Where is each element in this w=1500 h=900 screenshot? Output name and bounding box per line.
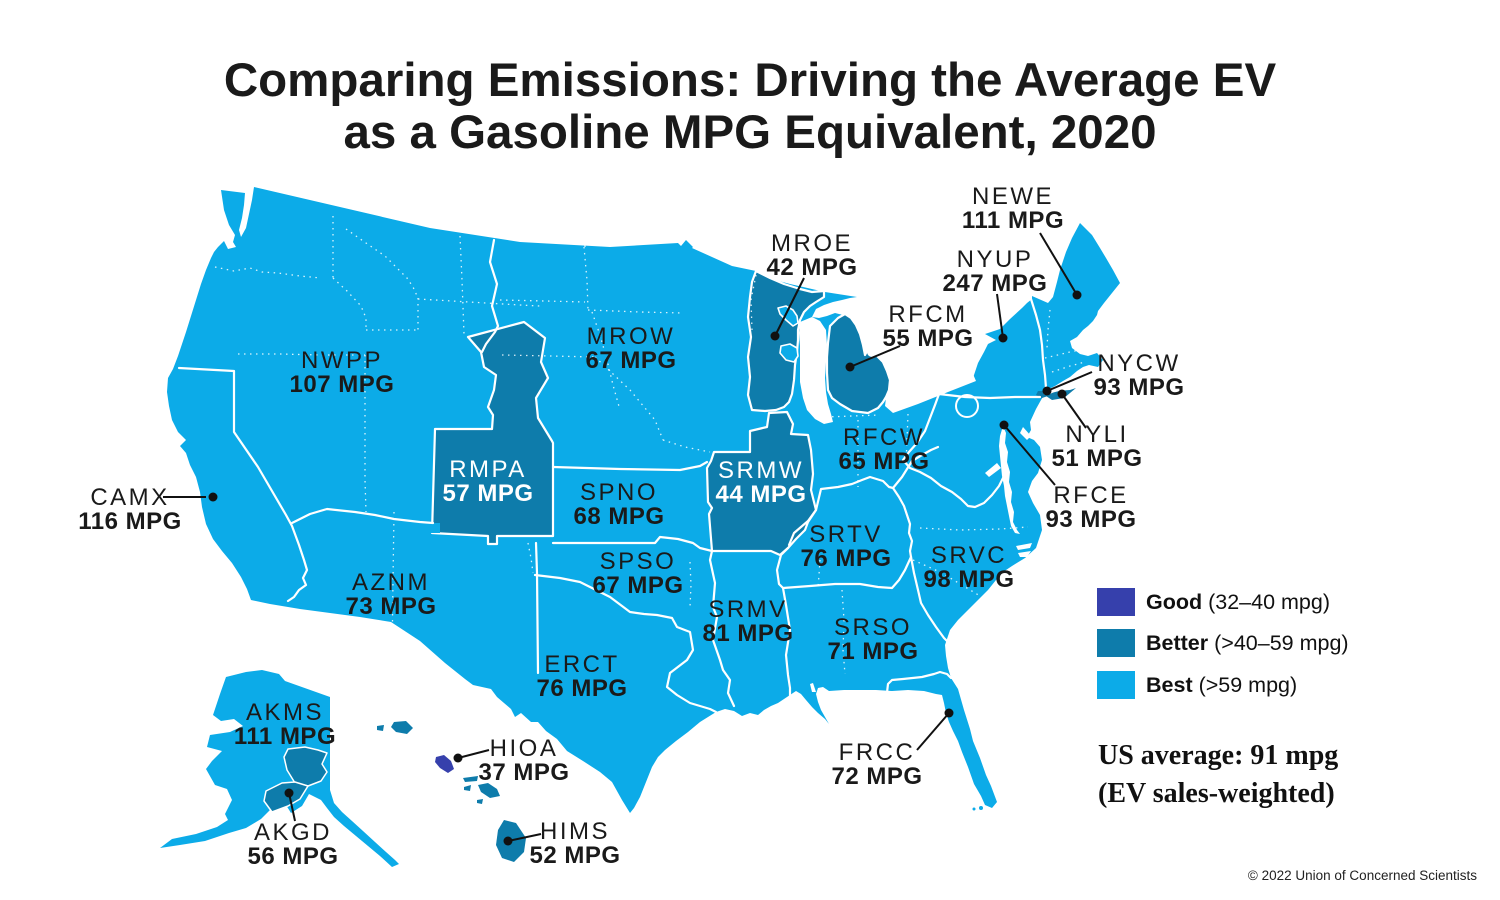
svg-text:111 MPG: 111 MPG [234,723,336,750]
svg-text:65 MPG: 65 MPG [838,448,929,475]
svg-text:SPSO: SPSO [600,548,677,575]
svg-text:51 MPG: 51 MPG [1051,445,1142,472]
svg-text:SRMW: SRMW [718,457,804,484]
svg-text:MROE: MROE [771,230,853,257]
svg-text:93 MPG: 93 MPG [1093,374,1184,401]
svg-text:98 MPG: 98 MPG [923,566,1014,593]
svg-text:72 MPG: 72 MPG [831,763,922,790]
svg-text:247 MPG: 247 MPG [943,270,1048,297]
svg-text:76 MPG: 76 MPG [800,545,891,572]
svg-text:HIMS: HIMS [540,818,610,845]
svg-text:67 MPG: 67 MPG [592,572,683,599]
svg-text:NYCW: NYCW [1097,350,1180,377]
svg-text:107 MPG: 107 MPG [290,371,395,398]
svg-text:57 MPG: 57 MPG [442,480,533,507]
svg-text:SRMV: SRMV [708,596,787,623]
svg-text:FRCC: FRCC [839,739,916,766]
svg-text:SRSO: SRSO [834,614,912,641]
svg-text:MROW: MROW [587,323,676,350]
svg-text:ERCT: ERCT [544,651,619,678]
svg-text:NEWE: NEWE [972,183,1054,210]
svg-text:RFCM: RFCM [888,301,967,328]
svg-text:93 MPG: 93 MPG [1045,506,1136,533]
svg-text:44 MPG: 44 MPG [715,481,806,508]
svg-text:Good (32–40 mpg): Good (32–40 mpg) [1146,590,1330,614]
svg-text:AKGD: AKGD [254,819,332,846]
svg-text:AKMS: AKMS [246,699,324,726]
svg-text:42 MPG: 42 MPG [766,254,857,281]
svg-text:76 MPG: 76 MPG [536,675,627,702]
svg-text:(EV sales-weighted): (EV sales-weighted) [1098,778,1335,809]
svg-text:Best (>59 mpg): Best (>59 mpg) [1146,673,1297,697]
svg-text:SPNO: SPNO [580,479,658,506]
svg-text:SRTV: SRTV [809,521,883,548]
svg-text:52 MPG: 52 MPG [529,842,620,869]
svg-text:HIOA: HIOA [490,735,559,762]
svg-text:67 MPG: 67 MPG [585,347,676,374]
svg-text:CAMX: CAMX [90,484,169,511]
svg-text:NYLI: NYLI [1065,421,1128,448]
svg-text:RFCW: RFCW [843,424,925,451]
svg-text:US average: 91 mpg: US average: 91 mpg [1098,740,1338,771]
svg-text:RFCE: RFCE [1053,482,1128,509]
svg-text:37 MPG: 37 MPG [478,759,569,786]
svg-text:56 MPG: 56 MPG [247,843,338,870]
svg-text:116 MPG: 116 MPG [78,508,182,535]
svg-text:NWPP: NWPP [301,347,383,374]
svg-text:NYUP: NYUP [957,246,1034,273]
svg-text:81 MPG: 81 MPG [702,620,793,647]
svg-text:RMPA: RMPA [449,456,527,483]
svg-text:SRVC: SRVC [931,542,1007,569]
svg-text:Better (>40–59 mpg): Better (>40–59 mpg) [1146,631,1349,655]
svg-text:73 MPG: 73 MPG [345,593,436,620]
svg-text:71 MPG: 71 MPG [827,638,918,665]
svg-text:55 MPG: 55 MPG [882,325,973,352]
svg-text:© 2022 Union of Concerned Scie: © 2022 Union of Concerned Scientists [1248,868,1477,883]
svg-text:AZNM: AZNM [352,569,430,596]
svg-text:111 MPG: 111 MPG [962,207,1064,234]
svg-text:68 MPG: 68 MPG [573,503,664,530]
